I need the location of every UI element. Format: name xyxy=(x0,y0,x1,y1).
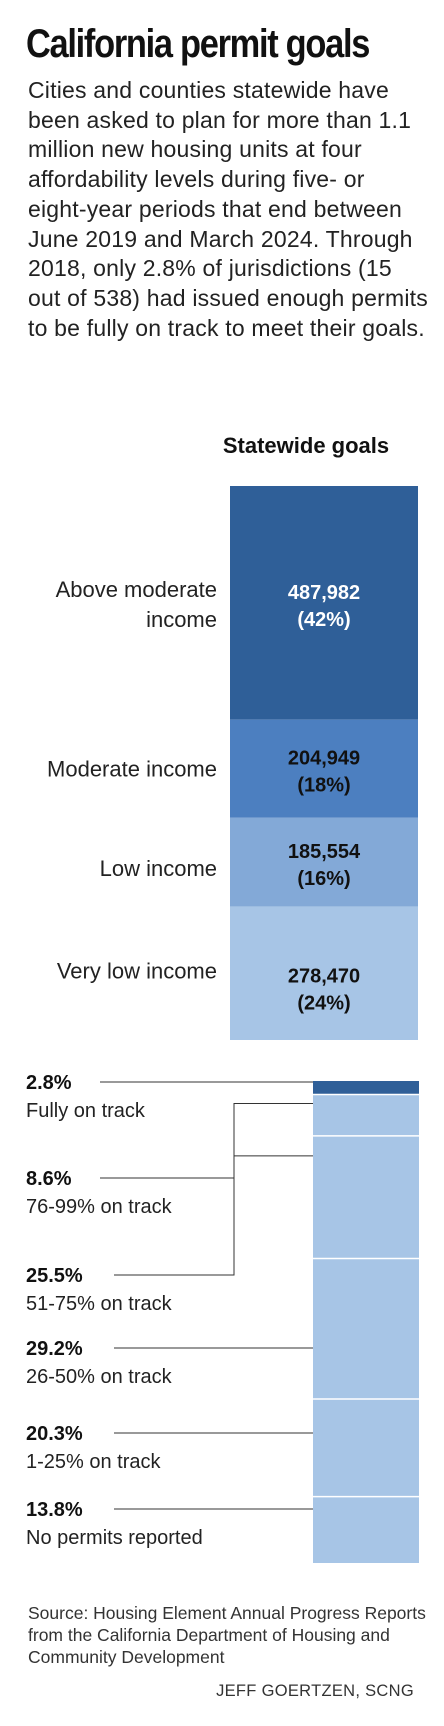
track-percent-label: 29.2% xyxy=(26,1338,83,1360)
track-percent-label: 2.8% xyxy=(26,1072,72,1094)
track-percent-label: 8.6% xyxy=(26,1168,72,1190)
goal-category-label: Very low income xyxy=(57,959,217,984)
credit-line: JEFF GOERTZEN, SCNG xyxy=(216,1682,414,1700)
track-category-label: 26-50% on track xyxy=(26,1366,173,1388)
goal-bar-segment xyxy=(230,906,418,1040)
leader-line xyxy=(114,1155,313,1276)
track-bar-segment xyxy=(313,1496,419,1563)
goal-value-label: 204,949 xyxy=(288,748,360,770)
leader-line xyxy=(100,1102,313,1179)
goal-category-label: Above moderate xyxy=(56,577,217,602)
track-category-label: 76-99% on track xyxy=(26,1196,173,1218)
goal-value-label: 487,982 xyxy=(288,582,360,604)
goal-bar-segment xyxy=(230,719,418,818)
goal-value-label: 185,554 xyxy=(288,841,361,863)
goal-bar-segment xyxy=(230,486,418,720)
goal-value-label: 278,470 xyxy=(288,966,360,988)
page-title: California permit goals xyxy=(26,22,370,66)
track-percent-label: 25.5% xyxy=(26,1265,83,1287)
track-category-label: No permits reported xyxy=(26,1527,203,1549)
goal-bar-segment xyxy=(230,817,418,907)
track-percent-label: 20.3% xyxy=(26,1423,83,1445)
goal-category-label: Low income xyxy=(100,856,217,881)
goal-percent-label: (24%) xyxy=(297,993,350,1015)
goal-category-label: Moderate income xyxy=(47,757,217,782)
intro-text: Cities and counties statewide have been … xyxy=(28,77,428,341)
track-category-label: 1-25% on track xyxy=(26,1451,162,1473)
chart-title: Statewide goals xyxy=(222,433,390,458)
track-bar-segment xyxy=(313,1258,419,1399)
track-bar-segment xyxy=(313,1398,419,1497)
track-bar-segment xyxy=(313,1081,419,1095)
track-percent-label: 13.8% xyxy=(26,1499,83,1521)
source-note: Source: Housing Element Annual Progress … xyxy=(28,1603,426,1667)
track-bar-segment xyxy=(313,1135,419,1259)
track-category-label: 51-75% on track xyxy=(26,1293,173,1315)
goal-percent-label: (16%) xyxy=(297,868,350,890)
goal-percent-label: (18%) xyxy=(297,775,350,797)
track-category-label: Fully on track xyxy=(26,1100,146,1122)
track-bar-segment xyxy=(313,1094,419,1136)
goal-percent-label: (42%) xyxy=(297,609,350,631)
goal-category-label: income xyxy=(146,607,217,632)
